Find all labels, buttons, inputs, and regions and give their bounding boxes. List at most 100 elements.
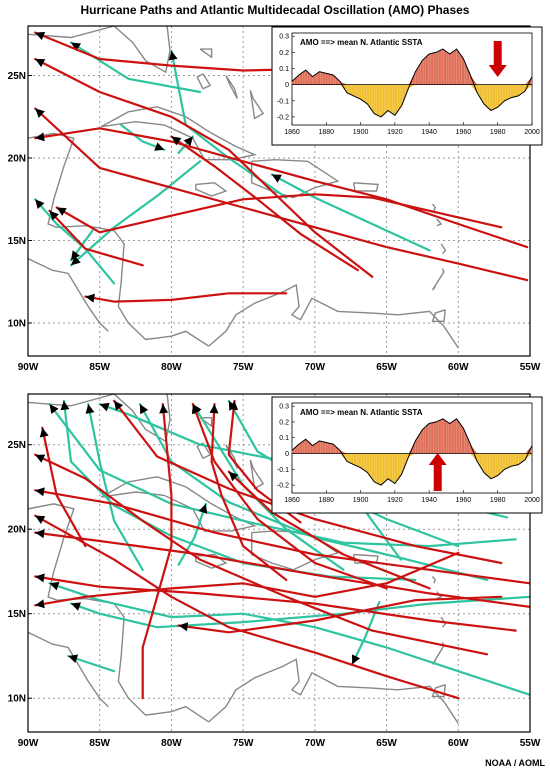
inset-label: AMO ==> mean N. Atlantic SSTA xyxy=(300,408,423,417)
storm-direction-arrowhead xyxy=(60,400,70,411)
figure-title: Hurricane Paths and Atlantic Multidecada… xyxy=(81,3,470,17)
green-track xyxy=(69,595,530,629)
red-track xyxy=(41,426,87,548)
coastline xyxy=(249,90,265,120)
storm-direction-arrowhead xyxy=(229,400,239,411)
longitude-tick-label: 55W xyxy=(520,362,541,373)
coastline xyxy=(249,459,265,490)
inset-x-tick-label: 1880 xyxy=(318,129,334,136)
red-track xyxy=(48,209,144,267)
longitude-tick-label: 85W xyxy=(89,738,110,749)
red-track xyxy=(191,403,388,590)
latitude-tick-label: 10N xyxy=(8,319,26,330)
coastline xyxy=(199,417,213,428)
inset-y-tick-label: 0.1 xyxy=(279,66,289,73)
coastline xyxy=(431,576,437,584)
latitude-tick-label: 20N xyxy=(8,154,26,165)
red-tracks xyxy=(34,399,530,700)
storm-direction-arrowhead xyxy=(351,654,361,665)
phase-indicator-arrowhead xyxy=(488,65,507,77)
storm-direction-arrowhead xyxy=(35,573,45,583)
green-track xyxy=(351,600,381,666)
inset-y-tick-label: -0.2 xyxy=(277,483,289,490)
inset-x-tick-label: 1860 xyxy=(284,129,300,136)
coastline xyxy=(208,658,459,724)
inset-y-tick-label: -0.1 xyxy=(277,98,289,105)
inset-y-tick-label: 0.3 xyxy=(279,404,289,411)
storm-direction-arrowhead xyxy=(35,487,45,497)
coastline xyxy=(436,591,443,600)
red-tracks xyxy=(34,31,529,303)
longitude-tick-label: 80W xyxy=(161,738,182,749)
inset-y-tick-label: 0 xyxy=(285,82,289,89)
storm-direction-arrowhead xyxy=(35,31,46,41)
phase-indicator-arrow xyxy=(493,41,502,65)
map-frame xyxy=(27,25,531,357)
amo-series-line xyxy=(291,48,533,118)
coastline xyxy=(195,553,228,569)
red-track xyxy=(84,292,288,303)
storm-direction-arrowhead xyxy=(171,136,182,146)
red-track xyxy=(141,403,173,700)
storm-direction-arrowhead xyxy=(178,622,189,632)
storm-direction-arrowhead xyxy=(85,404,95,414)
coastline xyxy=(100,476,257,532)
coastline xyxy=(431,309,447,322)
longitude-tick-label: 65W xyxy=(376,738,397,749)
inset-x-tick-label: 1920 xyxy=(387,497,403,504)
longitude-tick-label: 75W xyxy=(233,362,254,373)
inset-x-tick-label: 1920 xyxy=(387,129,403,136)
green-track xyxy=(191,403,345,571)
storm-direction-arrowhead xyxy=(35,199,45,209)
inset-x-tick-label: 1860 xyxy=(284,497,300,504)
latitude-tick-label: 15N xyxy=(8,609,26,620)
red-track xyxy=(34,127,529,249)
storm-direction-arrowhead xyxy=(49,210,59,221)
longitude-tick-label: 70W xyxy=(305,362,326,373)
warm-phase-map-panel: 90W 85W 80W 75W 70W 65W 60W 55W25N20N15N10N0.30… xyxy=(8,393,543,749)
storm-direction-arrowhead xyxy=(183,136,193,147)
storm-direction-arrowhead xyxy=(228,471,239,482)
coastline xyxy=(28,503,210,723)
storm-direction-arrowhead xyxy=(39,427,49,438)
phase-indicator-arrowhead xyxy=(428,453,447,465)
storm-direction-arrowhead xyxy=(35,515,46,524)
coastline xyxy=(28,132,210,347)
green-track xyxy=(177,502,207,566)
coastline xyxy=(196,73,212,90)
coastline xyxy=(28,26,171,74)
storm-direction-arrowhead xyxy=(35,454,46,463)
green-track xyxy=(270,173,431,252)
coastline xyxy=(352,182,379,192)
storm-direction-arrowhead xyxy=(35,59,46,68)
inset-y-tick-label: 0 xyxy=(285,451,289,458)
inset-x-tick-label: 1940 xyxy=(421,129,437,136)
coastline xyxy=(225,75,239,99)
storm-direction-arrowhead xyxy=(85,293,96,303)
red-track xyxy=(34,514,460,700)
amo-inset-chart: 0.3 0.2 0.1 0 -0.1 -0.2 1860 1880 1900 1920 1940 19… xyxy=(271,26,543,146)
inset-y-tick-label: -0.2 xyxy=(277,114,289,121)
coastlines xyxy=(28,26,459,349)
storm-direction-arrowhead xyxy=(56,207,67,216)
latitude-tick-label: 10N xyxy=(8,694,26,705)
red-track xyxy=(34,531,530,608)
storm-direction-arrowhead xyxy=(198,503,208,514)
inset-x-tick-label: 2000 xyxy=(524,129,540,136)
green-track xyxy=(138,403,489,581)
storm-direction-arrowhead xyxy=(209,404,219,414)
source-credit: NOAA / AOML xyxy=(485,758,545,768)
amo-negative-area xyxy=(292,84,532,117)
storm-direction-arrowhead xyxy=(71,602,82,611)
red-track xyxy=(34,57,374,278)
coastline xyxy=(251,158,340,199)
latitude-tick-label: 15N xyxy=(8,236,26,247)
inset-x-tick-label: 1900 xyxy=(353,129,369,136)
coastline xyxy=(436,218,443,227)
coastline xyxy=(100,106,257,161)
amo-negative-area xyxy=(292,453,532,486)
green-track xyxy=(48,582,530,696)
coastline xyxy=(28,394,171,443)
latitude-tick-label: 20N xyxy=(8,525,26,536)
